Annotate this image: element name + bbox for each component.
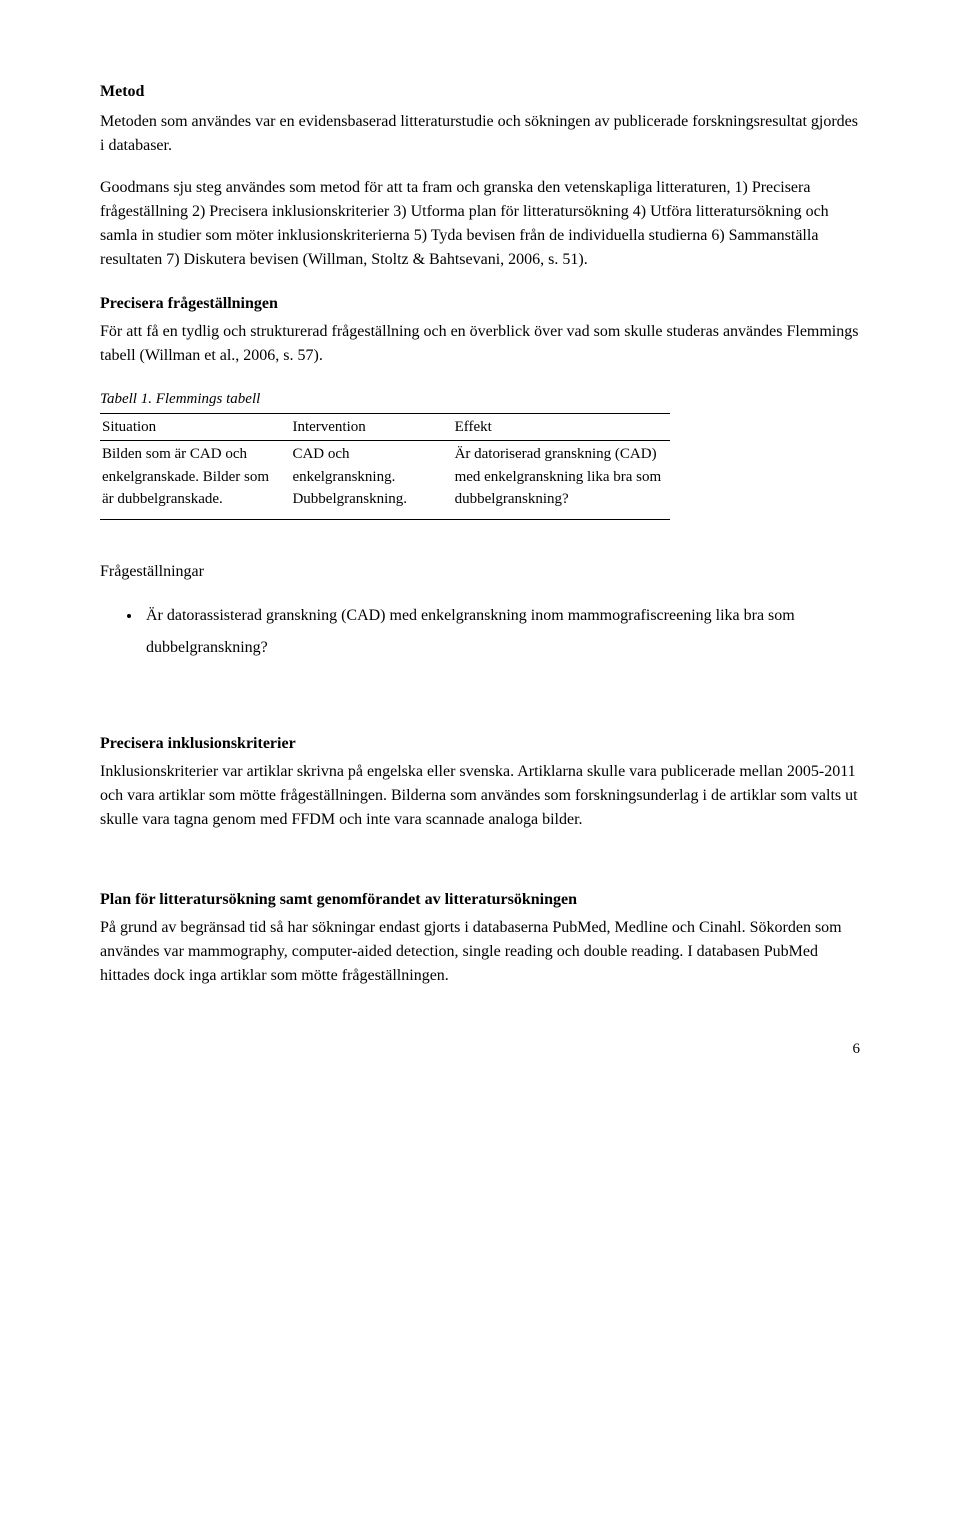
questions-list: Är datorassisterad granskning (CAD) med …: [100, 600, 860, 664]
paragraph-plan: På grund av begränsad tid så har sökning…: [100, 916, 860, 988]
table-header-intervention: Intervention: [290, 413, 452, 441]
table-row: Bilden som är CAD och enkelgranskade. Bi…: [100, 441, 670, 520]
table-header-effekt: Effekt: [453, 413, 670, 441]
subheading-plan: Plan för litteratursökning samt genomför…: [100, 888, 860, 912]
subheading-inklusionskriterier: Precisera inklusionskriterier: [100, 732, 860, 756]
question-item: Är datorassisterad granskning (CAD) med …: [142, 600, 860, 664]
table-cell-intervention: CAD och enkelgranskning. Dubbelgransknin…: [290, 441, 452, 520]
table-header-situation: Situation: [100, 413, 290, 441]
page-number: 6: [100, 1038, 860, 1061]
subheading-precisera-fragestallningen: Precisera frågeställningen: [100, 292, 860, 316]
paragraph-metod-goodmans: Goodmans sju steg användes som metod för…: [100, 176, 860, 272]
paragraph-precisera-fraga: För att få en tydlig och strukturerad fr…: [100, 320, 860, 368]
heading-metod: Metod: [100, 80, 860, 104]
table-cell-effekt: Är datoriserad granskning (CAD) med enke…: [453, 441, 670, 520]
table-cell-situation: Bilden som är CAD och enkelgranskade. Bi…: [100, 441, 290, 520]
flemmings-table: Situation Intervention Effekt Bilden som…: [100, 413, 670, 520]
table-caption: Tabell 1. Flemmings tabell: [100, 388, 860, 411]
questions-label: Frågeställningar: [100, 560, 860, 584]
paragraph-inklusion: Inklusionskriterier var artiklar skrivna…: [100, 760, 860, 832]
paragraph-metod-intro: Metoden som användes var en evidensbaser…: [100, 110, 860, 158]
